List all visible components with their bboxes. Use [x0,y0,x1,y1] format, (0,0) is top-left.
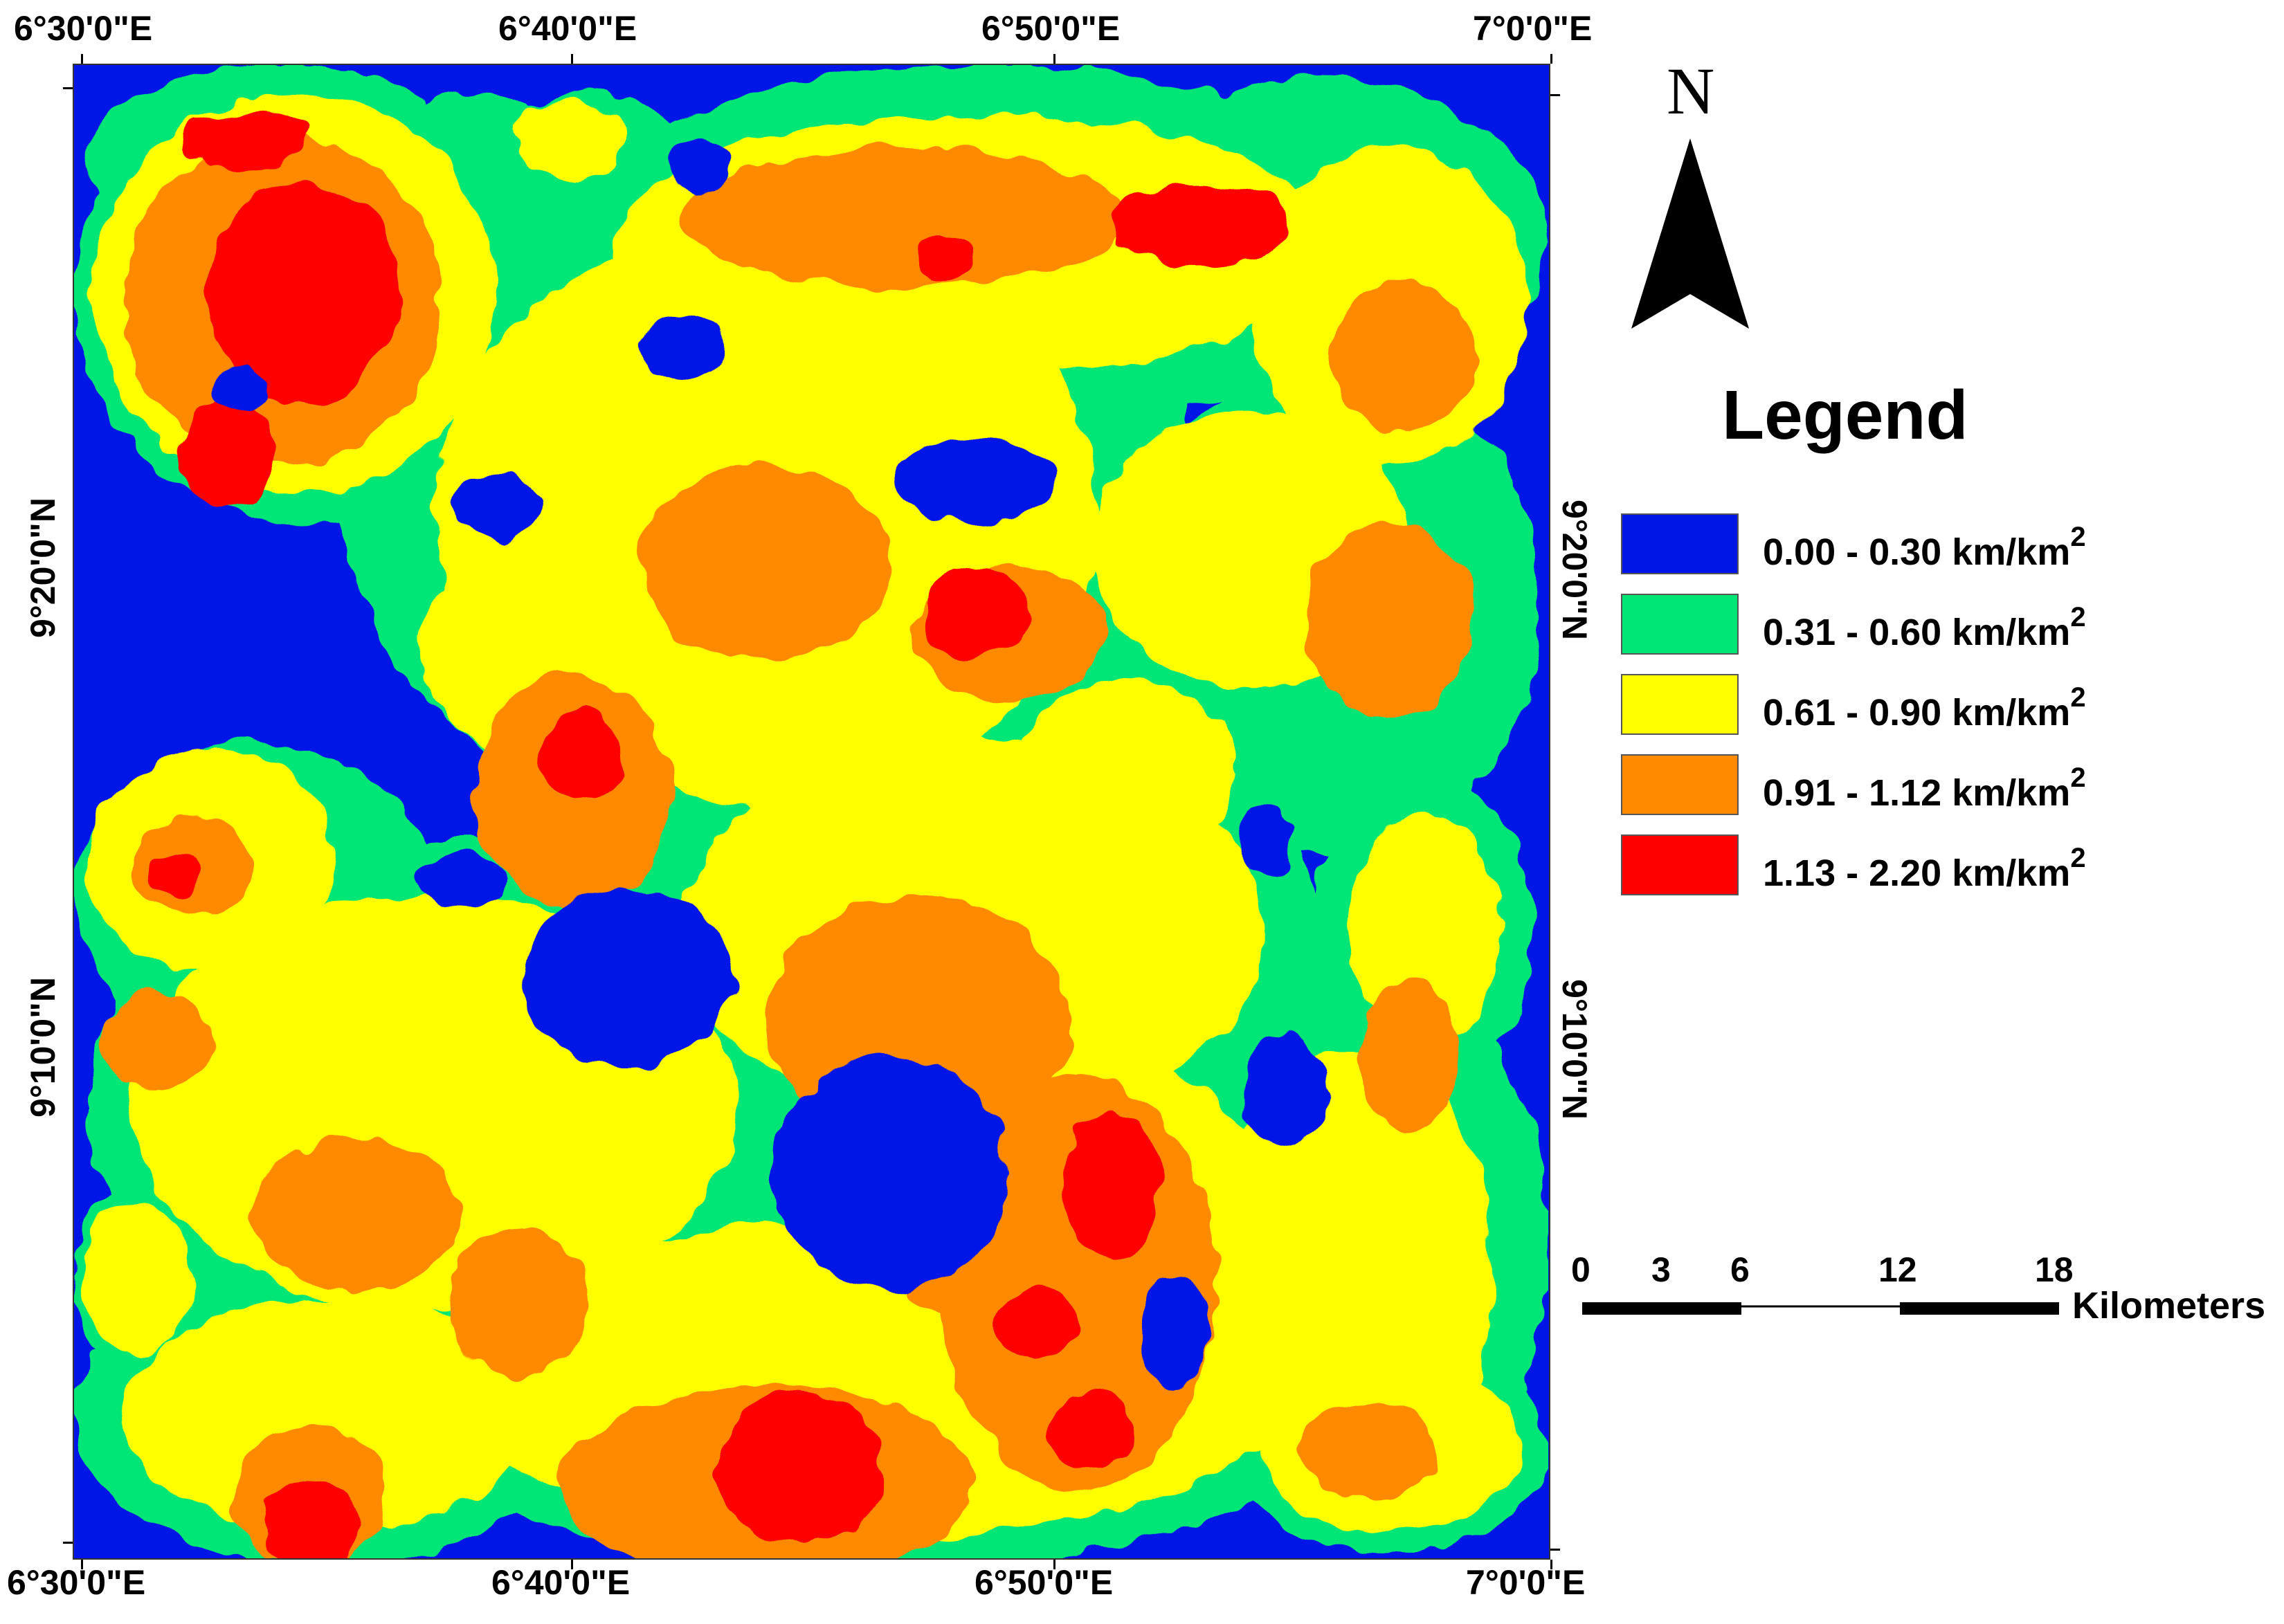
scale-tick-label: 12 [1878,1250,1917,1289]
legend-swatch [1621,513,1739,574]
latitude-label-right: 9°10'0"N [1555,979,1594,1120]
legend-label: 0.31 - 0.60 km/km2 [1763,602,2086,653]
graticule-tick [1550,1549,1560,1551]
longitude-label-bottom: 6°40'0"E [491,1563,631,1602]
longitude-label-bottom: 7°0'0"E [1466,1563,1586,1602]
graticule-tick [81,1560,83,1569]
scale-tick-label: 3 [1651,1250,1671,1289]
graticule-tick [1550,94,1560,96]
longitude-label-top: 6°30'0"E [14,9,153,48]
latitude-label-right: 9°20'0"N [1555,500,1594,640]
legend-swatch [1621,674,1739,735]
legend-title: Legend [1722,376,1968,454]
longitude-label-top: 6°50'0"E [981,9,1121,48]
density-class-4 [150,110,1292,1558]
scale-unit: Kilometers [2072,1285,2266,1326]
north-letter: N [1667,54,1715,128]
north-arrow-icon [1631,138,1749,329]
legend-item: 0.31 - 0.60 km/km2 [1621,594,2244,655]
graticule-tick [1053,1560,1055,1569]
drainage-density-map [73,64,1550,1560]
scale-tick-label: 18 [2035,1250,2074,1289]
longitude-label-top: 7°0'0"E [1473,9,1593,48]
graticule-tick [81,54,83,64]
legend-item: 0.00 - 0.30 km/km2 [1621,513,2244,574]
legend-label: 0.00 - 0.30 km/km2 [1763,522,2086,573]
longitude-label-bottom: 6°30'0"E [7,1563,146,1602]
legend-swatch [1621,754,1739,815]
latitude-label-left: 9°20'0"N [24,498,62,638]
legend-label: 0.61 - 0.90 km/km2 [1763,682,2086,733]
scale-bar [1582,1302,2059,1315]
graticule-tick [571,54,573,64]
density-class-0-pockets [216,141,1327,1387]
scale-tick-label: 0 [1571,1250,1590,1289]
density-raster [74,65,1549,1558]
legend-label: 1.13 - 2.20 km/km2 [1763,843,2086,894]
legend-label: 0.91 - 1.12 km/km2 [1763,763,2086,814]
latitude-label-left: 9°10'0"N [24,977,62,1117]
legend-item: 0.61 - 0.90 km/km2 [1621,674,2244,735]
legend-item: 1.13 - 2.20 km/km2 [1621,834,2244,895]
scale-tick-label: 6 [1730,1250,1750,1289]
graticule-tick [1550,1560,1552,1569]
graticule-tick [1053,54,1055,64]
legend-swatch [1621,594,1739,655]
longitude-label-bottom: 6°50'0"E [975,1563,1114,1602]
graticule-tick [63,87,73,89]
legend-item: 0.91 - 1.12 km/km2 [1621,754,2244,815]
graticule-tick [1550,54,1552,64]
legend-swatch [1621,834,1739,895]
graticule-tick [63,1542,73,1544]
longitude-label-top: 6°40'0"E [498,9,637,48]
graticule-tick [571,1560,573,1569]
